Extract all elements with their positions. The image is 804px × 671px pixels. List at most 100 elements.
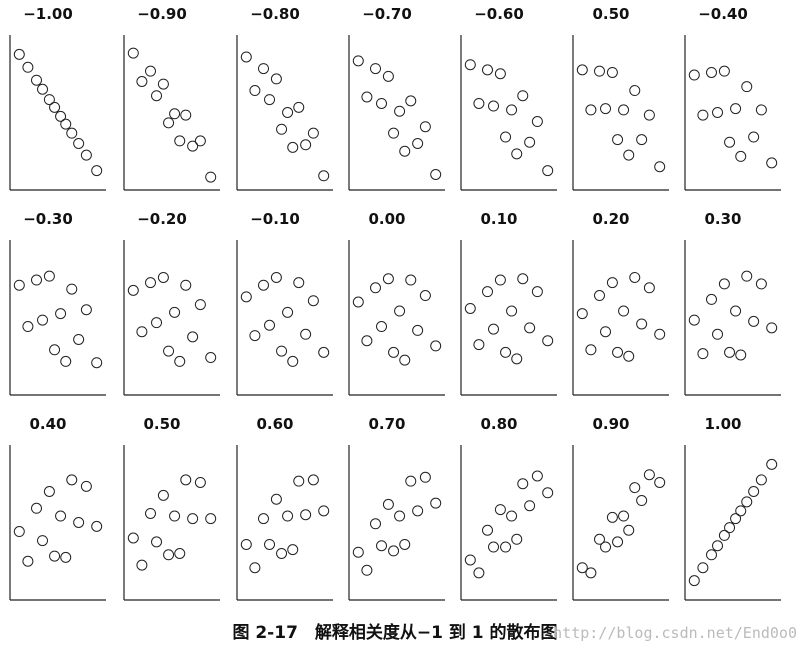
point (60, 355, 72, 367)
panel: 0.60 (236, 415, 333, 601)
point (307, 127, 319, 139)
point (618, 104, 630, 116)
point (370, 63, 381, 75)
panel: 1.00 (684, 415, 781, 601)
point (697, 562, 709, 574)
point (187, 140, 199, 152)
point (293, 475, 305, 487)
point (240, 291, 252, 303)
point (600, 326, 612, 338)
point (174, 548, 186, 559)
panel-title: −0.90 (137, 5, 187, 23)
point (31, 502, 42, 514)
point (517, 478, 529, 490)
panel: 0.10 (460, 210, 557, 396)
point (419, 121, 431, 133)
point (688, 69, 700, 81)
point (318, 505, 330, 517)
point (643, 282, 655, 294)
point (464, 59, 476, 71)
point (531, 116, 543, 128)
point (80, 149, 92, 161)
point (735, 505, 747, 517)
point (73, 517, 85, 528)
point (748, 486, 760, 497)
panel-title: 0.30 (704, 210, 741, 228)
point (258, 513, 269, 525)
point (293, 277, 305, 289)
panel-title: 1.00 (704, 415, 741, 433)
point (494, 68, 506, 80)
point (531, 286, 543, 298)
caption: 图 2-17 解释相关度从−1 到 1 的散布图 (232, 622, 557, 643)
point (741, 270, 753, 282)
point (724, 346, 736, 358)
point (282, 510, 294, 522)
point (49, 344, 61, 356)
point (282, 306, 294, 318)
point (606, 66, 618, 78)
point (706, 66, 717, 78)
point (735, 349, 747, 361)
point (145, 507, 156, 519)
point (654, 328, 666, 340)
point (594, 65, 605, 77)
point (623, 149, 635, 161)
point (270, 493, 282, 505)
point (249, 330, 261, 342)
panel-title: 0.70 (368, 415, 405, 433)
panel: −0.30 (9, 210, 106, 396)
point (735, 150, 747, 162)
point (13, 279, 25, 291)
point (517, 273, 529, 285)
point (524, 136, 536, 148)
point (464, 554, 476, 566)
point (730, 513, 742, 525)
point (66, 283, 78, 295)
point (287, 355, 299, 367)
point (654, 161, 666, 173)
point (31, 274, 42, 286)
point (169, 108, 181, 120)
point (307, 295, 319, 307)
point (180, 109, 192, 121)
point (376, 97, 388, 109)
point (741, 81, 753, 93)
point (361, 335, 373, 347)
point (127, 284, 139, 296)
point (352, 546, 364, 558)
point (405, 274, 417, 286)
point (37, 83, 49, 95)
point (194, 299, 206, 311)
point (399, 538, 411, 550)
point (506, 305, 518, 317)
point (180, 474, 192, 486)
point (205, 352, 217, 364)
point (500, 346, 512, 358)
point (194, 135, 206, 147)
point (531, 470, 543, 482)
point (606, 511, 618, 523)
point (55, 308, 67, 320)
panel-title: −0.70 (362, 5, 412, 23)
panel-title: 0.90 (592, 415, 629, 433)
point (629, 482, 641, 494)
point (394, 510, 406, 522)
point (287, 141, 299, 153)
point (163, 345, 175, 357)
point (370, 282, 381, 294)
point (494, 274, 506, 286)
point (43, 270, 55, 282)
watermark: http://blog.csdn.net/End0o0 (553, 624, 797, 642)
point (629, 271, 641, 283)
point (482, 524, 493, 536)
point (718, 278, 730, 290)
point (542, 487, 554, 499)
point (730, 305, 742, 317)
panel: −0.10 (236, 210, 333, 396)
panel: 0.40 (9, 415, 106, 601)
panel-title: 0.00 (368, 210, 405, 228)
point (394, 305, 406, 317)
